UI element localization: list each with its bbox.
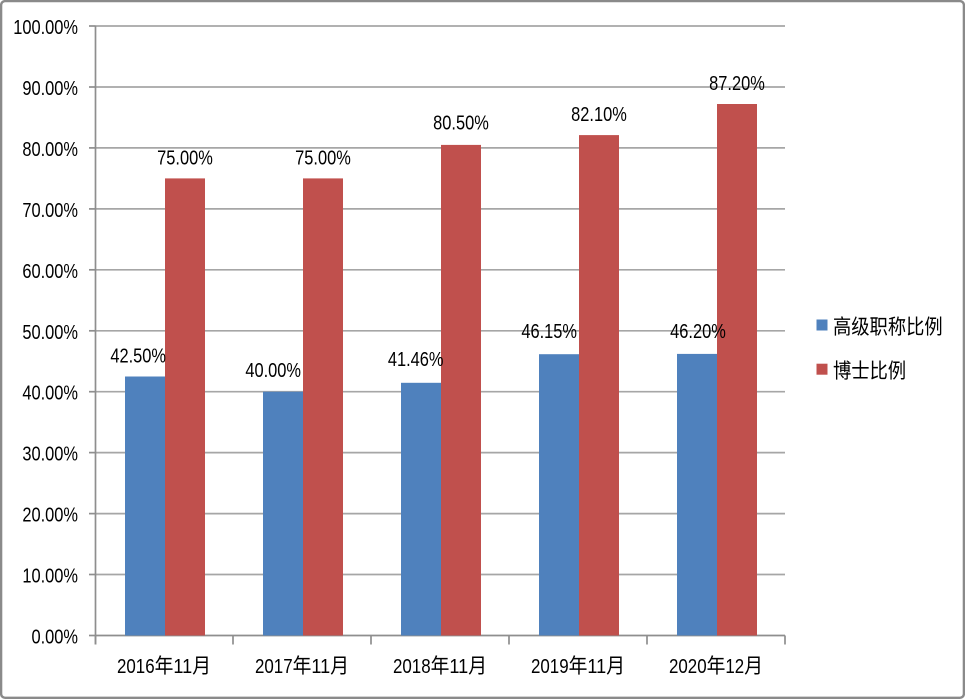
svg-text:75.00%: 75.00% [295,147,351,170]
svg-text:80.50%: 80.50% [433,112,489,135]
svg-text:60.00%: 60.00% [22,260,78,283]
svg-text:30.00%: 30.00% [22,443,78,466]
svg-text:41.46%: 41.46% [388,348,444,371]
svg-text:75.00%: 75.00% [157,147,213,170]
svg-text:82.10%: 82.10% [571,103,627,126]
svg-text:2017: 2017 [255,655,293,678]
svg-text:100.00%: 100.00% [13,16,78,39]
svg-text:11: 11 [587,655,606,678]
svg-text:42.50%: 42.50% [110,345,166,368]
svg-text:40.00%: 40.00% [245,359,301,382]
svg-text:11: 11 [449,655,468,678]
svg-text:90.00%: 90.00% [22,77,78,100]
svg-text:20.00%: 20.00% [22,504,78,527]
svg-text:11: 11 [173,655,192,678]
svg-text:70.00%: 70.00% [22,199,78,222]
svg-text:0.00%: 0.00% [31,626,78,649]
svg-text:12: 12 [725,655,744,678]
svg-text:40.00%: 40.00% [22,382,78,405]
svg-text:2020: 2020 [669,655,707,678]
svg-text:2019: 2019 [531,655,569,678]
svg-text:2018: 2018 [393,655,431,678]
svg-text:46.20%: 46.20% [670,320,726,343]
svg-text:80.00%: 80.00% [22,138,78,161]
svg-text:10.00%: 10.00% [22,565,78,588]
svg-text:50.00%: 50.00% [22,321,78,344]
svg-text:46.15%: 46.15% [521,320,577,343]
svg-text:2016: 2016 [117,655,155,678]
svg-text:87.20%: 87.20% [709,72,765,95]
svg-text:11: 11 [311,655,330,678]
